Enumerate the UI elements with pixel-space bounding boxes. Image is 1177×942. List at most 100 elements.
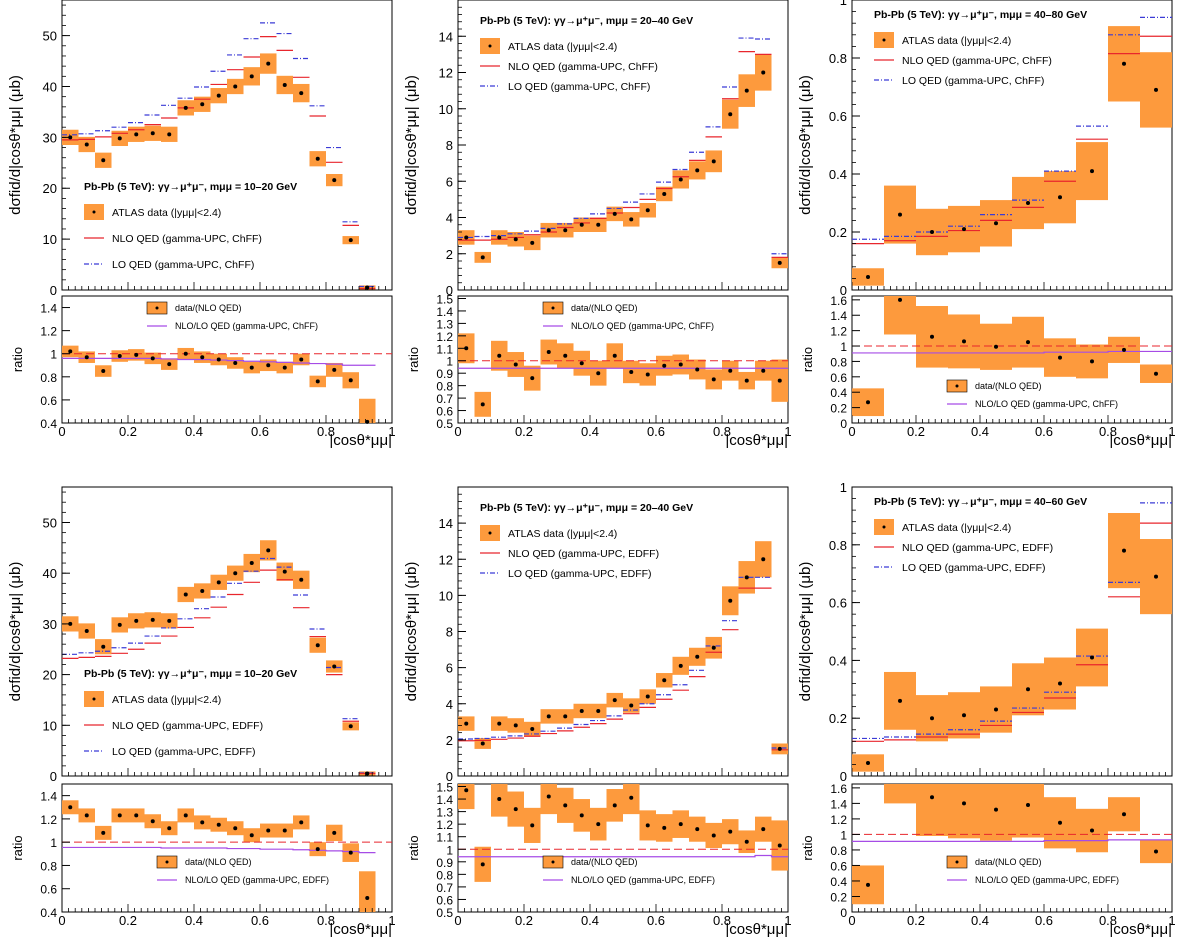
y-tick-label: 0.2 [829,711,847,726]
legend-label: NLO QED (gamma-UPC, ChFF) [902,55,1052,67]
ratio-point [183,813,188,818]
ratio-legend-data-marker [955,860,959,864]
chart-title: Pb-Pb (5 TeV): γγ→μ⁺μ⁻, mμμ = 40–80 GeV [874,9,1087,21]
ratio-point [930,795,934,800]
ratio-band [1012,784,1044,838]
y-tick-label: 0 [840,283,847,298]
ratio-legend-label: data/(NLO QED) [571,303,638,313]
ratio-point [777,378,782,383]
ratio-y-tick-label: 0 [840,417,847,431]
y-tick-label: 4 [446,211,453,226]
legend-label: LO QED (gamma-UPC, ChFF) [508,81,650,93]
ratio-point [497,353,502,358]
x-tick-label: 0.6 [647,424,665,439]
ratio-point [1058,355,1062,360]
ratio-panel: 00.20.40.60.811.21.41.60 0.2 0.4 0.6 0.8 1|co… [800,294,1176,449]
ratio-y-tick-label: 0.7 [436,392,453,406]
legend-label: LO QED (gamma-UPC, ChFF) [112,259,254,271]
legend-data-marker [92,697,96,701]
x-tick-label: 1 [388,913,395,928]
ratio-point [282,365,287,370]
legend-label: NLO QED (gamma-UPC, EDFF) [112,720,263,732]
legend-label: LO QED (gamma-UPC, EDFF) [508,568,652,580]
ratio-y-tick-label: 0.8 [830,844,847,858]
nlo-lo-ratio-line [852,350,1172,354]
legend-label: ATLAS data (|yμμ|<2.4) [902,522,1011,534]
legend-label: NLO QED (gamma-UPC, ChFF) [508,61,658,73]
ratio-y-tick-label: 1.3 [436,806,453,820]
data-point [1026,201,1030,205]
ratio-point [68,349,73,354]
y-tick-label: 0 [840,769,847,784]
data-point [365,771,370,776]
ratio-legend-label: NLO/LO QED (gamma-UPC, ChFF) [571,321,714,331]
ratio-point [695,367,700,372]
y-tick-label: 30 [43,130,57,145]
legend-data-marker [882,525,886,529]
ratio-point [629,795,634,800]
ratio-band [458,784,475,810]
y-tick-label: 14 [439,516,453,531]
ratio-point [563,803,568,808]
ratio-point [662,825,667,830]
main-y-axis-label: dσfid/d|cosθ*μμ| (μb) [7,75,24,215]
ratio-point [777,843,782,848]
data-point [183,105,188,110]
ratio-point [315,379,320,384]
data-point [761,70,766,75]
ratio-point [332,367,337,372]
ratio-point [866,882,870,887]
x-tick-label: 0.8 [713,913,731,928]
ratio-point [596,822,601,827]
ratio-point [866,400,870,405]
ratio-point [1090,828,1094,833]
data-point [546,228,551,233]
ratio-y-axis-label: ratio [406,347,421,372]
main-panel: 0 0.2 0.4 0.6 0.8 1 dσfid/d|cosθ*μμ| (μb) Pb-Pb… [797,480,1173,784]
ratio-point [365,896,370,901]
data-point [348,238,353,243]
ratio-y-tick-label: 1.1 [436,342,453,356]
legend-label: ATLAS data (|yμμ|<2.4) [508,41,617,53]
ratio-point [1122,812,1126,817]
main-panel: 0 10 20 30 40 50 dσfid/d|cosθ*μμ| (μb) Pb-Pb (5… [7,0,393,298]
x-tick-label: 0 [848,913,855,928]
main-y-axis-label: dσfid/d|cosθ*μμ| (μb) [797,562,814,702]
ratio-y-tick-label: 0.4 [830,386,847,400]
data-point [777,746,782,751]
ratio-point [150,356,155,361]
ratio-point [695,827,700,832]
data-point [299,91,304,96]
ratio-y-tick-label: 0.9 [436,367,453,381]
x-axis-label: |cosθ*μμ| [1109,921,1172,938]
ratio-point [596,371,601,376]
ratio-point [315,847,320,852]
data-point [678,177,683,182]
ratio-y-tick-label: 0.2 [830,402,847,416]
data-point [662,191,667,196]
data-point [464,235,469,240]
y-tick-label: 0 [446,283,453,298]
ratio-point [629,369,634,374]
ratio-y-axis-label: ratio [800,347,815,372]
y-tick-label: 10 [439,588,453,603]
ratio-panel: 0.40.60.811.21.40 0.2 0.4 0.6 0.8 1|cosθ*μμ|r… [10,295,396,449]
ratio-legend-data-marker [551,306,555,310]
ratio-y-tick-label: 0 [840,906,847,920]
ratio-y-tick-label: 1.2 [830,813,847,827]
ratio-point [84,355,89,360]
ratio-y-tick-label: 0.6 [436,893,453,907]
ratio-legend-label: data/(NLO QED) [571,857,638,867]
data-point [1154,87,1158,92]
y-tick-label: 2 [446,247,453,262]
y-tick-label: 2 [446,733,453,748]
x-tick-label: 0.4 [581,913,599,928]
ratio-y-tick-label: 1.2 [436,818,453,832]
ratio-legend-data-marker [955,384,959,388]
ratio-y-tick-label: 0.8 [436,380,453,394]
ratio-legend-label: data/(NLO QED) [175,303,242,313]
